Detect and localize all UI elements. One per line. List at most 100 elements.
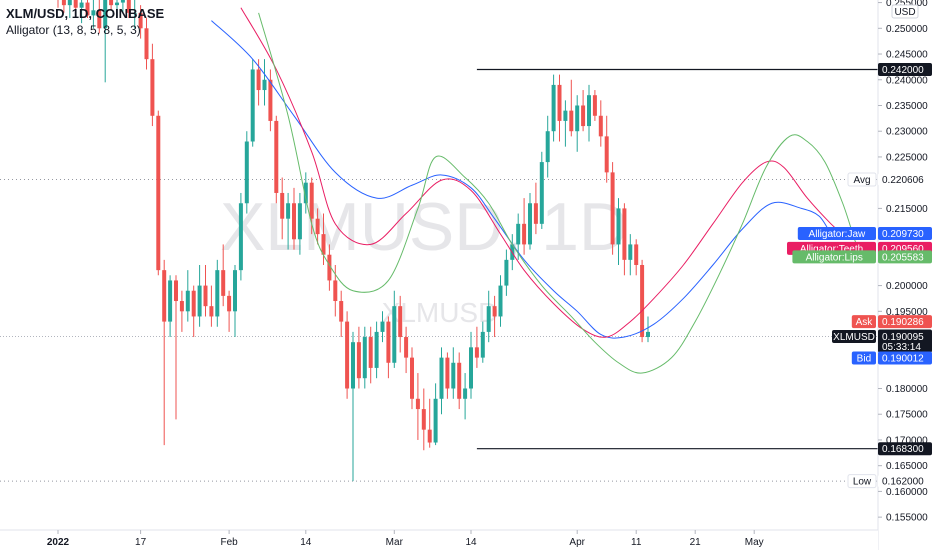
indicator-title: Alligator (13, 8, 5, 8, 5, 3) xyxy=(6,23,141,37)
chart-legend: XLM/USD, 1D, COINBASE Alligator (13, 8, … xyxy=(6,6,164,38)
y-tick-label: 0.235000 xyxy=(886,101,928,112)
y-tick-label: 0.170000 xyxy=(886,435,928,446)
candle-body xyxy=(120,0,125,3)
candle-body xyxy=(351,342,355,389)
hline-price-2: 0.220606 xyxy=(878,173,932,187)
candle-body xyxy=(168,280,173,322)
x-tick-label: 11 xyxy=(631,537,642,548)
alligator-lines xyxy=(211,7,861,374)
candle-body xyxy=(421,409,426,430)
candle-body xyxy=(404,337,409,358)
candle-body xyxy=(610,172,615,245)
candle-body xyxy=(622,208,627,260)
candle-body xyxy=(439,357,444,399)
candle-body xyxy=(339,301,344,322)
time-axis-bg xyxy=(0,530,878,550)
candle-body xyxy=(85,2,90,16)
candle-body xyxy=(616,208,621,245)
hline-price-0: 0.242000 xyxy=(878,62,932,76)
candle-body xyxy=(132,12,137,14)
hline-price-3-box xyxy=(878,474,932,488)
tag-name-box xyxy=(851,315,876,329)
candle-body xyxy=(463,388,468,399)
price-tag-3-box xyxy=(878,315,932,329)
candle-body xyxy=(126,0,131,13)
tag-name-box xyxy=(797,227,876,241)
candle-body xyxy=(516,223,521,245)
candle-body xyxy=(262,79,267,91)
candle-body xyxy=(238,203,243,271)
candle-body xyxy=(73,0,78,8)
candle-body xyxy=(156,115,161,271)
price-tag-2-value: 0.205583 xyxy=(882,252,924,263)
symbol-title: XLM/USD, 1D, COINBASE xyxy=(6,6,165,21)
candle-body xyxy=(191,290,196,317)
candle-body xyxy=(592,95,597,116)
candle-body xyxy=(587,95,591,127)
candle-body xyxy=(533,203,538,224)
candle-body xyxy=(297,203,302,240)
current-name-text: XLMUSD xyxy=(833,332,875,343)
x-tick-label: 17 xyxy=(135,537,147,548)
price-tag-0: 0.209730 xyxy=(878,227,932,241)
price-tag-0-box xyxy=(878,227,932,241)
tag-name-text: Ask xyxy=(856,317,874,328)
hline-name-box xyxy=(847,172,877,187)
candle-body xyxy=(356,342,361,379)
current-name-box xyxy=(832,330,876,344)
hline-price-1-value: 0.168300 xyxy=(882,444,924,455)
candle-body xyxy=(185,290,190,312)
candle-body xyxy=(303,182,308,204)
candle-body xyxy=(321,234,326,255)
hline-name-box xyxy=(847,474,877,489)
candle-body xyxy=(256,69,261,91)
candle-body xyxy=(61,0,66,6)
x-tick-label: 21 xyxy=(690,537,702,548)
hline-price-0-box xyxy=(878,62,932,76)
candle-body xyxy=(274,120,279,193)
candle-body xyxy=(103,0,108,29)
tag-name-box xyxy=(851,351,876,365)
candle-body xyxy=(504,259,509,286)
y-tick-label: 0.245000 xyxy=(886,50,928,61)
y-tick-label: 0.225000 xyxy=(886,152,928,163)
y-tick-label: 0.200000 xyxy=(886,281,928,292)
tag-name-box xyxy=(792,250,876,264)
candle-body xyxy=(445,357,450,389)
candle-body xyxy=(97,10,102,29)
hline-name-text: Avg xyxy=(853,175,870,186)
candle-body xyxy=(551,84,556,132)
candle-body xyxy=(368,337,373,368)
x-tick-label: 14 xyxy=(300,537,312,548)
candles xyxy=(57,0,650,482)
candle-body xyxy=(433,398,438,443)
hline-price-2-value: 0.220606 xyxy=(882,175,924,186)
price-tag-name-0: Alligator:Jaw xyxy=(797,227,876,241)
y-tick-label: 0.195000 xyxy=(886,307,928,318)
hline-name-3: Low xyxy=(847,474,877,489)
candle-body xyxy=(221,270,226,296)
candle-body xyxy=(539,162,544,224)
candle-body xyxy=(581,105,586,127)
hline-price-3: 0.162000 xyxy=(878,474,932,488)
candle-body xyxy=(280,192,285,219)
alligator-jaw-line xyxy=(211,20,832,339)
price-tag-5-box xyxy=(878,351,932,365)
alligator-lips-line xyxy=(258,12,861,374)
candle-body xyxy=(197,285,202,317)
candle-body xyxy=(292,203,296,240)
candle-body xyxy=(215,270,220,317)
candle-body xyxy=(410,357,414,399)
y-tick-label: 0.215000 xyxy=(886,204,928,215)
candle-body xyxy=(250,69,255,142)
price-tag-5-value: 0.190012 xyxy=(882,353,924,364)
candle-body xyxy=(268,79,273,121)
candle-body xyxy=(640,265,645,338)
tag-name-text: Alligator:Lips xyxy=(806,252,863,263)
candle-body xyxy=(486,306,491,332)
price-tag-1-value: 0.209560 xyxy=(882,244,924,255)
current-price-value: 0.190095 xyxy=(882,332,924,343)
